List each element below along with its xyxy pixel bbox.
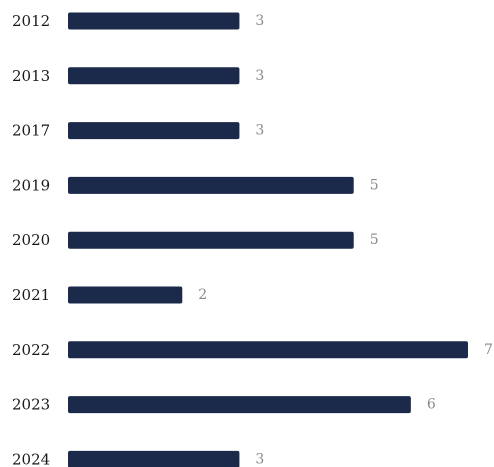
category-label: 2012	[12, 12, 50, 30]
value-label: 7	[484, 342, 493, 358]
value-label: 3	[255, 68, 264, 84]
bars-layer: 2012 3 2013 3 2017 3 2019 5 2020 5 2021 2 2022 7 2023 6…	[12, 12, 493, 467]
category-label: 2019	[12, 176, 50, 194]
category-label: 2020	[12, 231, 50, 249]
bar	[68, 67, 240, 85]
bar	[68, 12, 240, 30]
bar	[68, 341, 468, 359]
bar	[68, 122, 240, 140]
category-label: 2013	[12, 67, 50, 85]
category-label: 2023	[12, 396, 50, 414]
category-label: 2017	[12, 122, 50, 140]
bar	[68, 231, 354, 249]
value-label: 5	[370, 177, 379, 193]
bar	[68, 396, 411, 414]
bar	[68, 450, 240, 467]
value-label: 6	[427, 397, 436, 413]
value-label: 2	[198, 287, 207, 303]
category-label: 2021	[12, 286, 50, 304]
category-label: 2024	[12, 450, 50, 467]
value-label: 3	[255, 451, 264, 467]
value-label: 3	[255, 13, 264, 29]
value-label: 5	[370, 232, 379, 248]
bar	[68, 286, 183, 304]
value-label: 3	[255, 123, 264, 139]
category-label: 2022	[12, 341, 50, 359]
bar	[68, 176, 354, 194]
